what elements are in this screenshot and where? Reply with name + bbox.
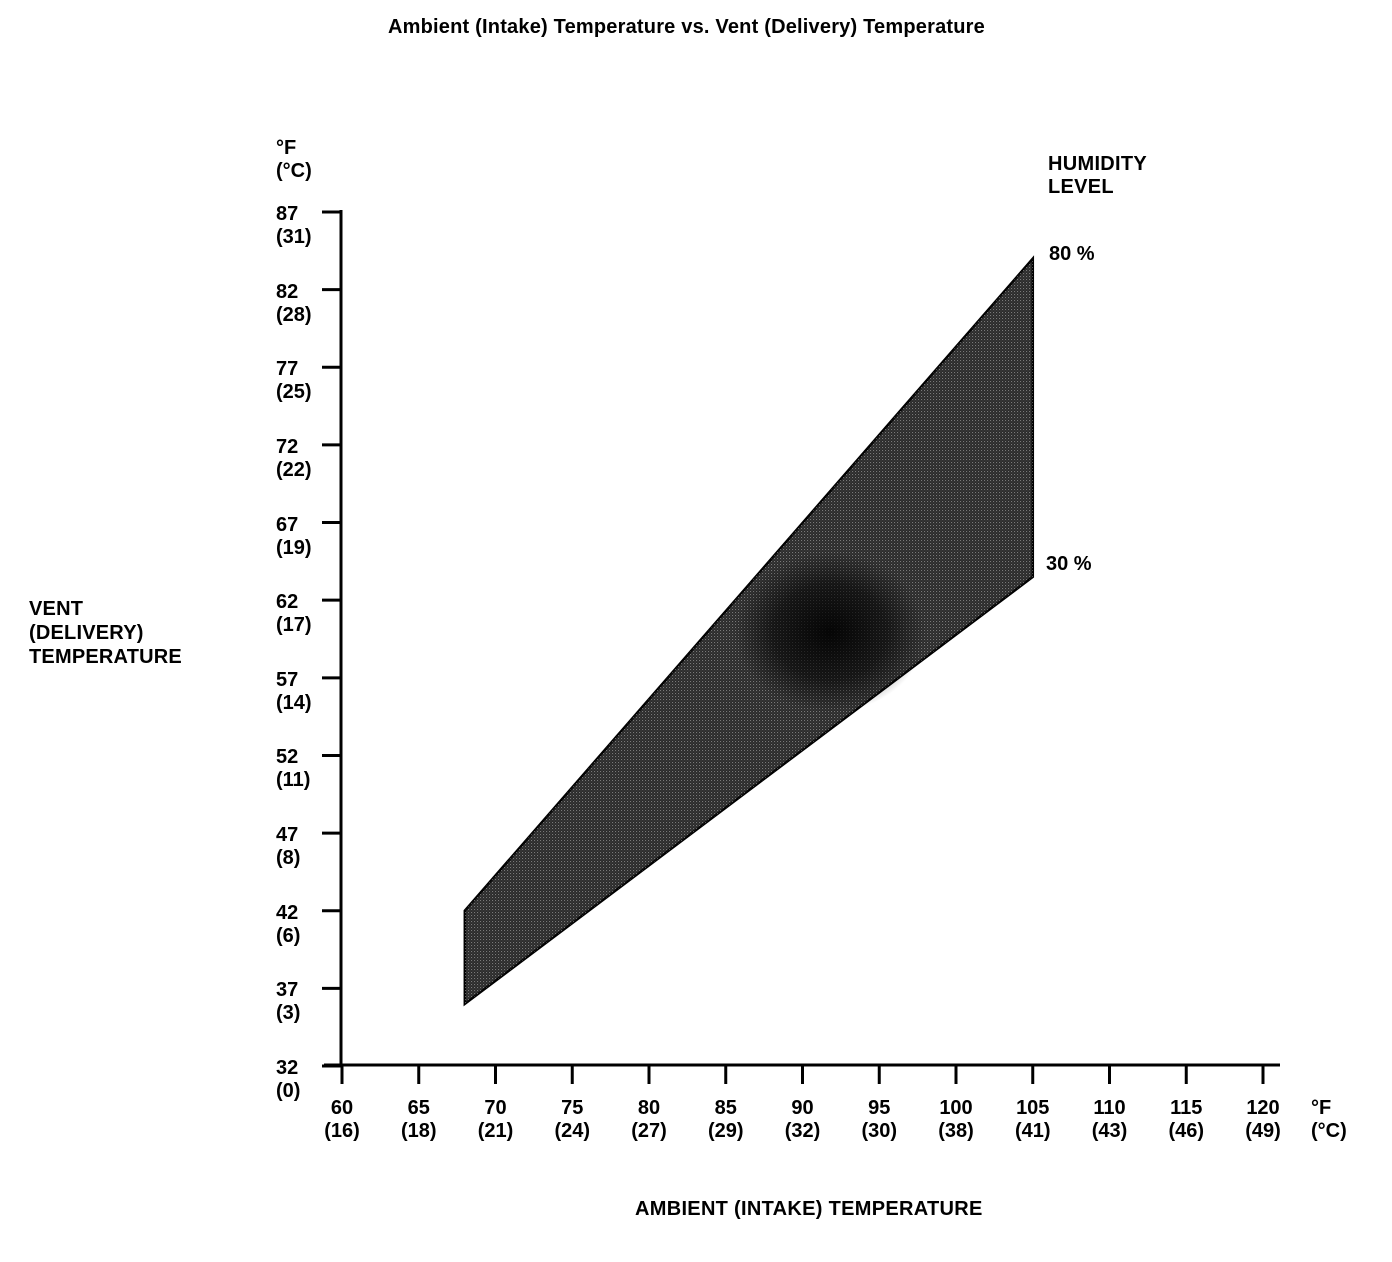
x-tick-label: 120 (49) [1245, 1097, 1281, 1142]
y-axis-unit: °F (°C) [276, 137, 312, 183]
x-axis-title-text: AMBIENT (INTAKE) TEMPERATURE [635, 1198, 983, 1220]
x-tick-label: 80 (27) [631, 1097, 667, 1142]
x-axis-unit-c: (°C) [1311, 1120, 1347, 1142]
y-tick-label: 82 (28) [276, 280, 312, 326]
y-axis-title-line3: TEMPERATURE [29, 646, 182, 668]
y-axis-title-line1: VENT [29, 598, 84, 620]
x-tick-label: 75 (24) [554, 1097, 591, 1142]
y-axis-unit-f: °F [276, 137, 297, 159]
y-tick-label: 72 (22) [276, 435, 312, 481]
x-tick-label: 105 (41) [1014, 1097, 1051, 1142]
y-tick-label: 42 (6) [276, 901, 301, 947]
humidity-band-group [463, 255, 1035, 1007]
legend-title-line1: HUMIDITY [1048, 153, 1148, 175]
x-tick-label: 100 (38) [938, 1097, 974, 1142]
y-tick-label: 37 (3) [276, 979, 301, 1025]
legend-title-line2: LEVEL [1048, 176, 1114, 198]
x-tick-label: 110 (43) [1091, 1097, 1128, 1142]
x-tick-label: 95 (30) [861, 1097, 898, 1142]
axes-group [322, 210, 1280, 1084]
band-dark-smudge [735, 552, 925, 712]
y-tick-label: 77 (25) [276, 358, 312, 404]
y-tick-label: 87 (31) [276, 203, 312, 248]
y-tick-label: 67 (19) [276, 513, 312, 559]
series-label-80pct: 80 % [1049, 243, 1095, 265]
x-tick-label: 60 (16) [324, 1097, 360, 1142]
y-tick-label: 62 (17) [276, 591, 312, 637]
y-axis-title-line2: (DELIVERY) [29, 622, 144, 644]
x-tick-label: 90 (32) [784, 1097, 821, 1142]
x-axis-unit: °F (°C) [1311, 1097, 1347, 1143]
y-tick-label: 57 (14) [276, 668, 312, 714]
y-tick-label: 52 (11) [276, 746, 311, 792]
y-axis-unit-c: (°C) [276, 160, 312, 182]
legend-title: HUMIDITY LEVEL [1048, 153, 1147, 199]
x-axis-unit-f: °F [1311, 1097, 1332, 1119]
chart-title: Ambient (Intake) Temperature vs. Vent (D… [388, 16, 985, 38]
y-tick-label: 32 (0) [276, 1057, 301, 1102]
y-axis-title: VENT (DELIVERY) TEMPERATURE [29, 597, 182, 669]
x-tick-label: 70 (21) [477, 1097, 514, 1142]
x-tick-label: 85 (29) [707, 1097, 744, 1142]
series-label-30pct: 30 % [1046, 553, 1092, 575]
x-tick-label: 115 (46) [1168, 1097, 1205, 1142]
y-tick-label: 47 (8) [276, 824, 301, 870]
x-tick-label: 65 (18) [400, 1097, 437, 1142]
